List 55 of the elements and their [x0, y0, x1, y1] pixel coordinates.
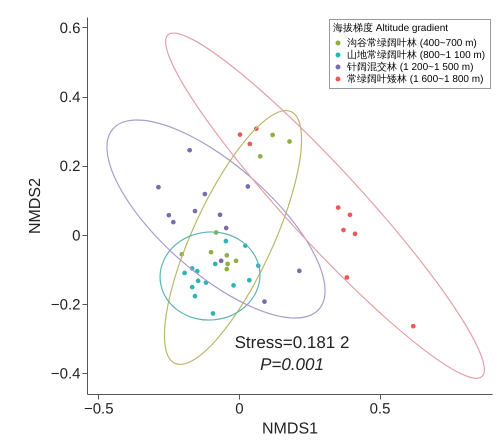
point — [224, 266, 230, 272]
legend-label: 针阔混交林 (1 200~1 500 m) — [346, 61, 474, 73]
y-tick-label: 0.4 — [60, 89, 80, 106]
point — [352, 232, 358, 236]
point — [212, 262, 218, 266]
point — [218, 258, 224, 264]
point — [187, 148, 192, 152]
y-tick-label: 0.2 — [60, 158, 80, 176]
point — [348, 212, 352, 218]
point — [231, 283, 236, 288]
x-tick-label: −0.5 — [84, 400, 114, 418]
point — [234, 258, 238, 264]
legend-title: 海拔梯度 Altitude gradient — [333, 22, 448, 34]
legend-label: 常绿阔叶矮林 (1 600~1 800 m) — [347, 73, 484, 85]
point — [410, 324, 416, 329]
point — [182, 270, 187, 276]
point — [258, 154, 263, 159]
legend-label: 山地常绿阔叶林 (800~1 100 m) — [347, 49, 486, 61]
point — [225, 262, 230, 266]
point — [248, 142, 252, 146]
y-tick-label: 0.6 — [60, 20, 80, 37]
point — [238, 132, 242, 137]
point — [171, 220, 176, 224]
point — [210, 311, 216, 316]
point — [166, 212, 172, 218]
point — [270, 132, 275, 138]
point — [192, 294, 198, 298]
point — [224, 252, 230, 258]
point — [246, 184, 250, 189]
point — [202, 192, 208, 196]
legend-label: 沟谷常绿阔叶林 (400~700 m) — [347, 37, 477, 49]
annotation: P=0.001 — [260, 355, 324, 374]
point — [336, 205, 340, 210]
point — [196, 278, 200, 284]
point — [156, 184, 161, 190]
point — [208, 250, 214, 255]
point — [297, 268, 302, 274]
annotation: Stress=0.181 2 — [234, 333, 350, 352]
point — [190, 284, 195, 290]
point — [224, 226, 229, 230]
point — [262, 299, 267, 304]
y-tick-label: −0.4 — [50, 366, 80, 383]
point — [341, 228, 346, 232]
x-axis-title: NMDS1 — [262, 420, 318, 438]
point — [224, 238, 228, 244]
point — [287, 139, 292, 144]
y-tick-label: 0 — [72, 227, 80, 244]
point — [218, 212, 222, 218]
point — [192, 208, 198, 214]
x-tick-label: 0 — [235, 400, 244, 418]
y-axis-title: NMDS2 — [26, 178, 44, 234]
point — [344, 275, 350, 280]
y-tick-label: −0.2 — [50, 296, 80, 314]
x-tick-label: 0.5 — [370, 400, 390, 418]
point — [246, 278, 252, 283]
